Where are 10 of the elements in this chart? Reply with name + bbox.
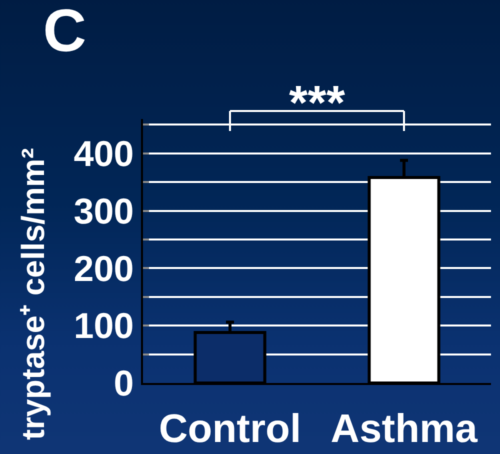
annotation: *** [289, 77, 346, 130]
y-axis-title: tryptase⁺ cells/mm² [15, 148, 51, 440]
y-tick-label: 0 [114, 362, 134, 404]
x-tick-label: Asthma [330, 407, 478, 451]
y-tick-label: 300 [74, 190, 134, 232]
x-tick-label: Control [158, 407, 302, 451]
chart-title: C [43, 0, 86, 64]
y-tick-label: 200 [74, 248, 134, 289]
y-tick-label: 100 [74, 305, 134, 346]
y-tick-label: 400 [74, 133, 134, 174]
